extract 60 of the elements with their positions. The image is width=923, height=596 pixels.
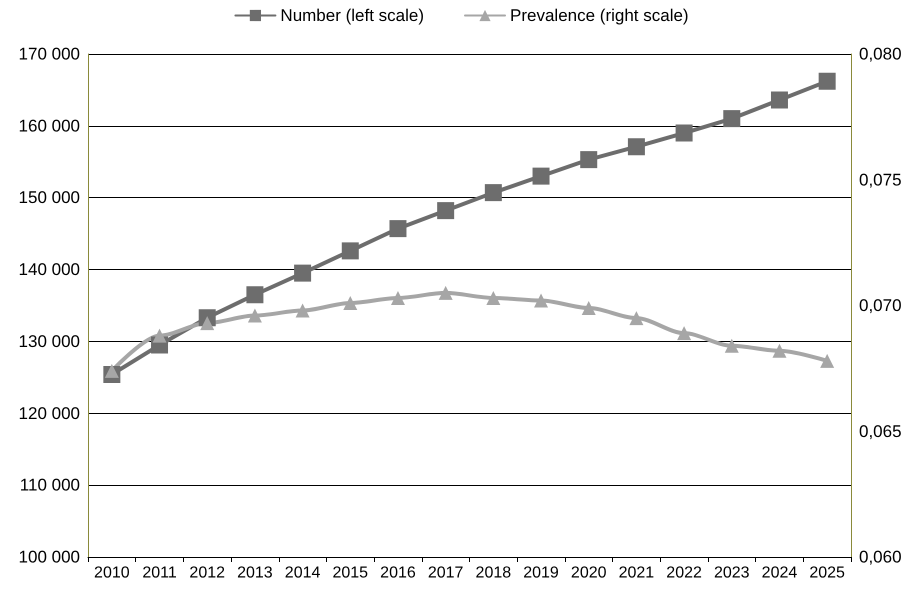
x-tick-label: 2022	[666, 564, 702, 582]
point	[296, 304, 310, 318]
point	[820, 354, 834, 368]
point	[582, 301, 596, 316]
y-tick-label: 170 000	[18, 44, 80, 64]
x-tick-label: 2019	[523, 564, 559, 582]
point	[294, 264, 312, 282]
point	[770, 91, 788, 108]
point	[484, 184, 502, 202]
point	[343, 296, 358, 310]
x-tick-label: 2011	[142, 564, 177, 582]
point	[248, 308, 262, 323]
x-tick-label: 2024	[762, 564, 798, 582]
point	[532, 168, 550, 185]
point	[677, 326, 692, 340]
y-tick-label: 130 000	[18, 332, 80, 351]
point	[342, 242, 359, 260]
y2-tick-label: 0,065	[859, 422, 902, 441]
y-tick-label: 120 000	[18, 404, 80, 423]
x-tick-label: 2015	[332, 564, 368, 582]
point	[437, 202, 454, 220]
x-tick-label: 2013	[237, 564, 273, 582]
x-tick-label: 2012	[189, 564, 226, 582]
x-tick-label: 2023	[714, 564, 750, 582]
point	[724, 338, 739, 353]
y2-tick-label: 0,070	[859, 296, 902, 315]
point	[438, 286, 453, 300]
x-tick-label: 2010	[94, 564, 130, 582]
point	[723, 110, 740, 128]
point	[534, 293, 548, 308]
point	[772, 344, 786, 358]
point	[676, 124, 693, 142]
point	[200, 316, 214, 330]
point	[580, 151, 598, 168]
y-tick-label: 110 000	[20, 476, 80, 495]
y2-tick-label: 0,075	[859, 170, 902, 190]
legend-label: Number (left scale)	[280, 6, 424, 25]
point	[389, 220, 406, 238]
x-tick-label: 2014	[284, 564, 320, 582]
point	[486, 290, 500, 305]
y-tick-label: 100 000	[18, 548, 80, 566]
y-tick-label: 160 000	[18, 116, 80, 136]
x-tick-label: 2020	[570, 564, 607, 582]
y2-tick-label: 0,080	[859, 44, 902, 64]
point	[628, 138, 645, 156]
point	[246, 286, 264, 304]
point	[390, 290, 405, 305]
point	[152, 328, 167, 343]
y-tick-label: 150 000	[18, 188, 80, 208]
y2-tick-label: 0,060	[859, 548, 902, 566]
point	[629, 311, 644, 326]
point	[818, 72, 836, 90]
x-tick-label: 2018	[476, 564, 512, 582]
y-tick-label: 140 000	[18, 260, 80, 280]
x-tick-label: 2016	[380, 564, 416, 582]
x-tick-label: 2017	[428, 564, 464, 582]
point	[104, 364, 119, 378]
legend-label: Prevalence (right scale)	[510, 6, 689, 25]
x-tick-label: 2021	[618, 564, 654, 582]
x-tick-label: 2025	[809, 564, 846, 582]
